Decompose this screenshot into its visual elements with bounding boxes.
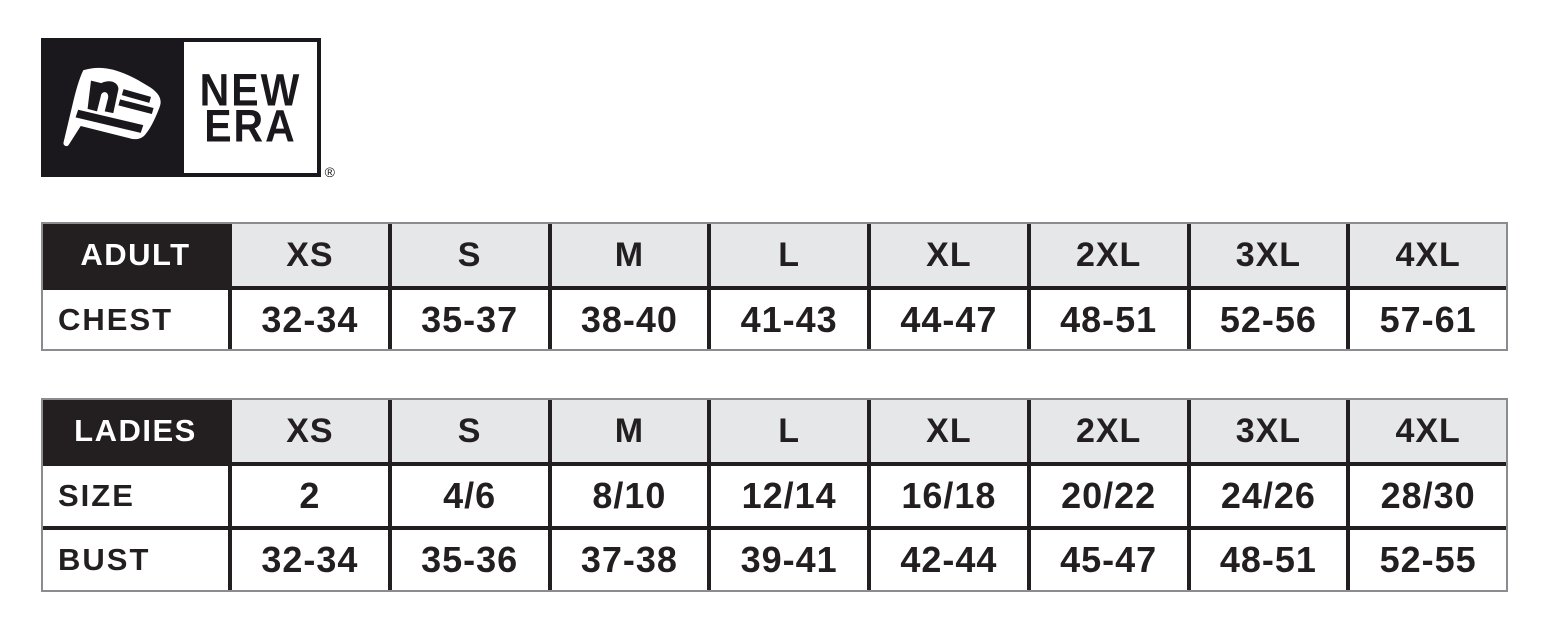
new-era-logo: NEW ERA ® <box>41 38 335 180</box>
bust-value-cell: 32-34 <box>228 526 388 590</box>
ladies-size-grid: LADIES XS S M L XL 2XL 3XL 4XL SIZE 2 4/… <box>43 400 1506 590</box>
chest-value-cell: 48-51 <box>1026 286 1187 349</box>
size-value-cell: 2 <box>228 462 388 526</box>
chest-value-cell: 35-37 <box>387 286 548 349</box>
col-header-m: M <box>547 400 708 462</box>
bust-value-cell: 35-36 <box>387 526 548 590</box>
chest-value-cell: 57-61 <box>1346 286 1506 349</box>
chest-value-cell: 32-34 <box>228 286 388 349</box>
col-header-m: M <box>547 224 708 286</box>
col-header-xs: XS <box>228 224 388 286</box>
col-header-xs: XS <box>228 400 388 462</box>
col-header-2xl: 2XL <box>1026 224 1187 286</box>
size-value-cell: 8/10 <box>547 462 708 526</box>
size-value-cell: 28/30 <box>1346 462 1506 526</box>
col-header-3xl: 3XL <box>1186 224 1347 286</box>
size-value-cell: 16/18 <box>867 462 1027 526</box>
chest-value-cell: 52-56 <box>1186 286 1347 349</box>
row-label-chest: CHEST <box>43 286 228 349</box>
logo-flag-panel <box>45 42 184 173</box>
col-header-l: L <box>707 400 867 462</box>
col-header-xl: XL <box>867 224 1027 286</box>
size-value-cell: 20/22 <box>1026 462 1187 526</box>
registered-trademark-symbol: ® <box>324 164 335 180</box>
bust-value-cell: 45-47 <box>1026 526 1187 590</box>
new-era-flag-icon <box>62 67 161 146</box>
logo-box: NEW ERA <box>41 38 321 177</box>
logo-wordmark: NEW ERA <box>184 42 317 173</box>
bust-value-cell: 39-41 <box>707 526 867 590</box>
row-label-bust: BUST <box>43 526 228 590</box>
col-header-4xl: 4XL <box>1346 400 1506 462</box>
col-header-2xl: 2XL <box>1026 400 1187 462</box>
logo-word-line2: ERA <box>204 100 297 151</box>
chest-value-cell: 44-47 <box>867 286 1027 349</box>
col-header-s: S <box>387 224 548 286</box>
size-value-cell: 24/26 <box>1186 462 1347 526</box>
col-header-3xl: 3XL <box>1186 400 1347 462</box>
bust-value-cell: 42-44 <box>867 526 1027 590</box>
col-header-l: L <box>707 224 867 286</box>
chest-value-cell: 38-40 <box>547 286 708 349</box>
size-value-cell: 4/6 <box>387 462 548 526</box>
ladies-size-table: LADIES XS S M L XL 2XL 3XL 4XL SIZE 2 4/… <box>41 398 1508 592</box>
bust-value-cell: 52-55 <box>1346 526 1506 590</box>
adult-size-table: ADULT XS S M L XL 2XL 3XL 4XL CHEST 32-3… <box>41 222 1508 351</box>
logo-word-line1: NEW <box>199 64 302 115</box>
bust-value-cell: 37-38 <box>547 526 708 590</box>
size-value-cell: 12/14 <box>707 462 867 526</box>
col-header-xl: XL <box>867 400 1027 462</box>
bust-value-cell: 48-51 <box>1186 526 1347 590</box>
chest-value-cell: 41-43 <box>707 286 867 349</box>
adult-size-grid: ADULT XS S M L XL 2XL 3XL 4XL CHEST 32-3… <box>43 224 1506 349</box>
row-label-size: SIZE <box>43 462 228 526</box>
col-header-s: S <box>387 400 548 462</box>
adult-table-title: ADULT <box>43 224 228 286</box>
ladies-table-title: LADIES <box>43 400 228 462</box>
col-header-4xl: 4XL <box>1346 224 1506 286</box>
